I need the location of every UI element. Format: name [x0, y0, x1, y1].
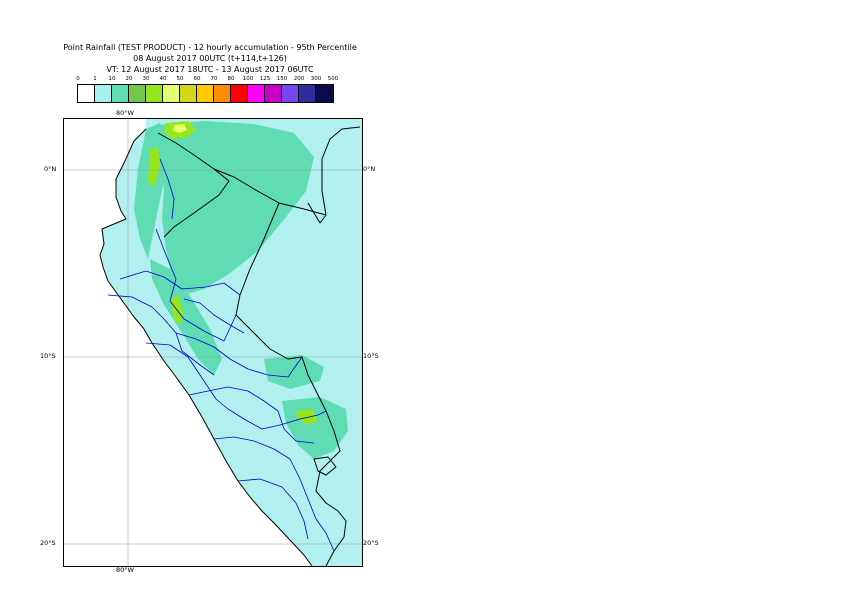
lat-label-20s-left: 20°S — [40, 539, 56, 547]
ocean-area — [64, 119, 312, 566]
legend-tick-label: 80 — [227, 76, 235, 82]
run-time-subtitle: 08 August 2017 00UTC (t+114,t+126) — [133, 54, 287, 63]
graticule — [64, 119, 362, 566]
legend-tick-label: 100 — [242, 76, 254, 82]
lat-label-10s-left: 10°S — [40, 352, 56, 360]
legend-swatch — [197, 85, 214, 102]
lat-label-20s-right: 20°S — [363, 539, 379, 547]
lon-label-bottom: 80°W — [116, 566, 134, 574]
legend-swatch — [282, 85, 299, 102]
legend-tick-label: 10 — [108, 76, 116, 82]
peru-brazil-border — [235, 202, 341, 460]
legend-tick-label: 500 — [327, 76, 339, 82]
peru-bolivia-border — [315, 458, 347, 566]
legend-swatch — [112, 85, 129, 102]
legend-tick-label: 70 — [210, 76, 218, 82]
rain-region-amazon — [156, 121, 314, 295]
rain-region-south — [282, 397, 348, 459]
admin-boundaries — [107, 158, 335, 552]
legend-tick-label: 60 — [193, 76, 201, 82]
legend-tick-label: 150 — [276, 76, 288, 82]
heavy-rain-cell-2 — [148, 147, 160, 187]
colombia-peru-border — [213, 168, 327, 224]
lat-label-10s-right: 10°S — [363, 352, 379, 360]
map-panel — [63, 118, 363, 567]
lat-label-0n-left: 0°N — [44, 165, 57, 173]
lon-label-top: 80°W — [116, 109, 134, 117]
legend-tick-label: 50 — [176, 76, 184, 82]
heavy-rain-cell-1-core — [173, 124, 187, 133]
country-borders — [99, 126, 361, 566]
legend-tick-label: 125 — [259, 76, 271, 82]
legend-tick-label: 200 — [293, 76, 305, 82]
map-canvas — [64, 119, 362, 566]
legend-tick-labels: 0 1 10 20 30 40 50 60 70 80 100 125 150 200 300 500 — [70, 75, 355, 84]
legend-swatch — [129, 85, 146, 102]
lat-label-0n-right: 0°N — [363, 165, 376, 173]
legend-swatch — [316, 85, 333, 102]
legend-tick-label: 20 — [125, 76, 133, 82]
coastline — [99, 128, 313, 566]
heavy-rain-cell-4 — [296, 409, 318, 425]
legend-tick-label: 0 — [76, 76, 80, 82]
rain-region-east-corridor — [264, 355, 324, 389]
rain-region-andes — [150, 259, 222, 375]
legend-swatch — [248, 85, 265, 102]
legend-swatch — [146, 85, 163, 102]
legend-swatch — [78, 85, 95, 102]
lake-titicaca — [313, 456, 337, 476]
legend-swatch — [265, 85, 282, 102]
chart-title: Point Rainfall (TEST PRODUCT) - 12 hourl… — [63, 43, 357, 52]
rain-region-coast-north — [134, 123, 168, 259]
legend-swatch — [163, 85, 180, 102]
color-legend — [77, 84, 334, 103]
legend-swatch — [214, 85, 231, 102]
legend-swatch — [299, 85, 316, 102]
legend-swatch — [231, 85, 248, 102]
valid-time-subtitle: VT: 12 August 2017 18UTC - 13 August 201… — [106, 65, 314, 74]
legend-tick-label: 1 — [93, 76, 97, 82]
legend-tick-label: 300 — [310, 76, 322, 82]
legend-swatch — [95, 85, 112, 102]
colombia-ecuador-border — [157, 132, 230, 238]
legend-tick-label: 40 — [159, 76, 167, 82]
legend-swatch — [180, 85, 197, 102]
legend-tick-label: 30 — [142, 76, 150, 82]
colombia-brazil-border — [321, 126, 361, 216]
